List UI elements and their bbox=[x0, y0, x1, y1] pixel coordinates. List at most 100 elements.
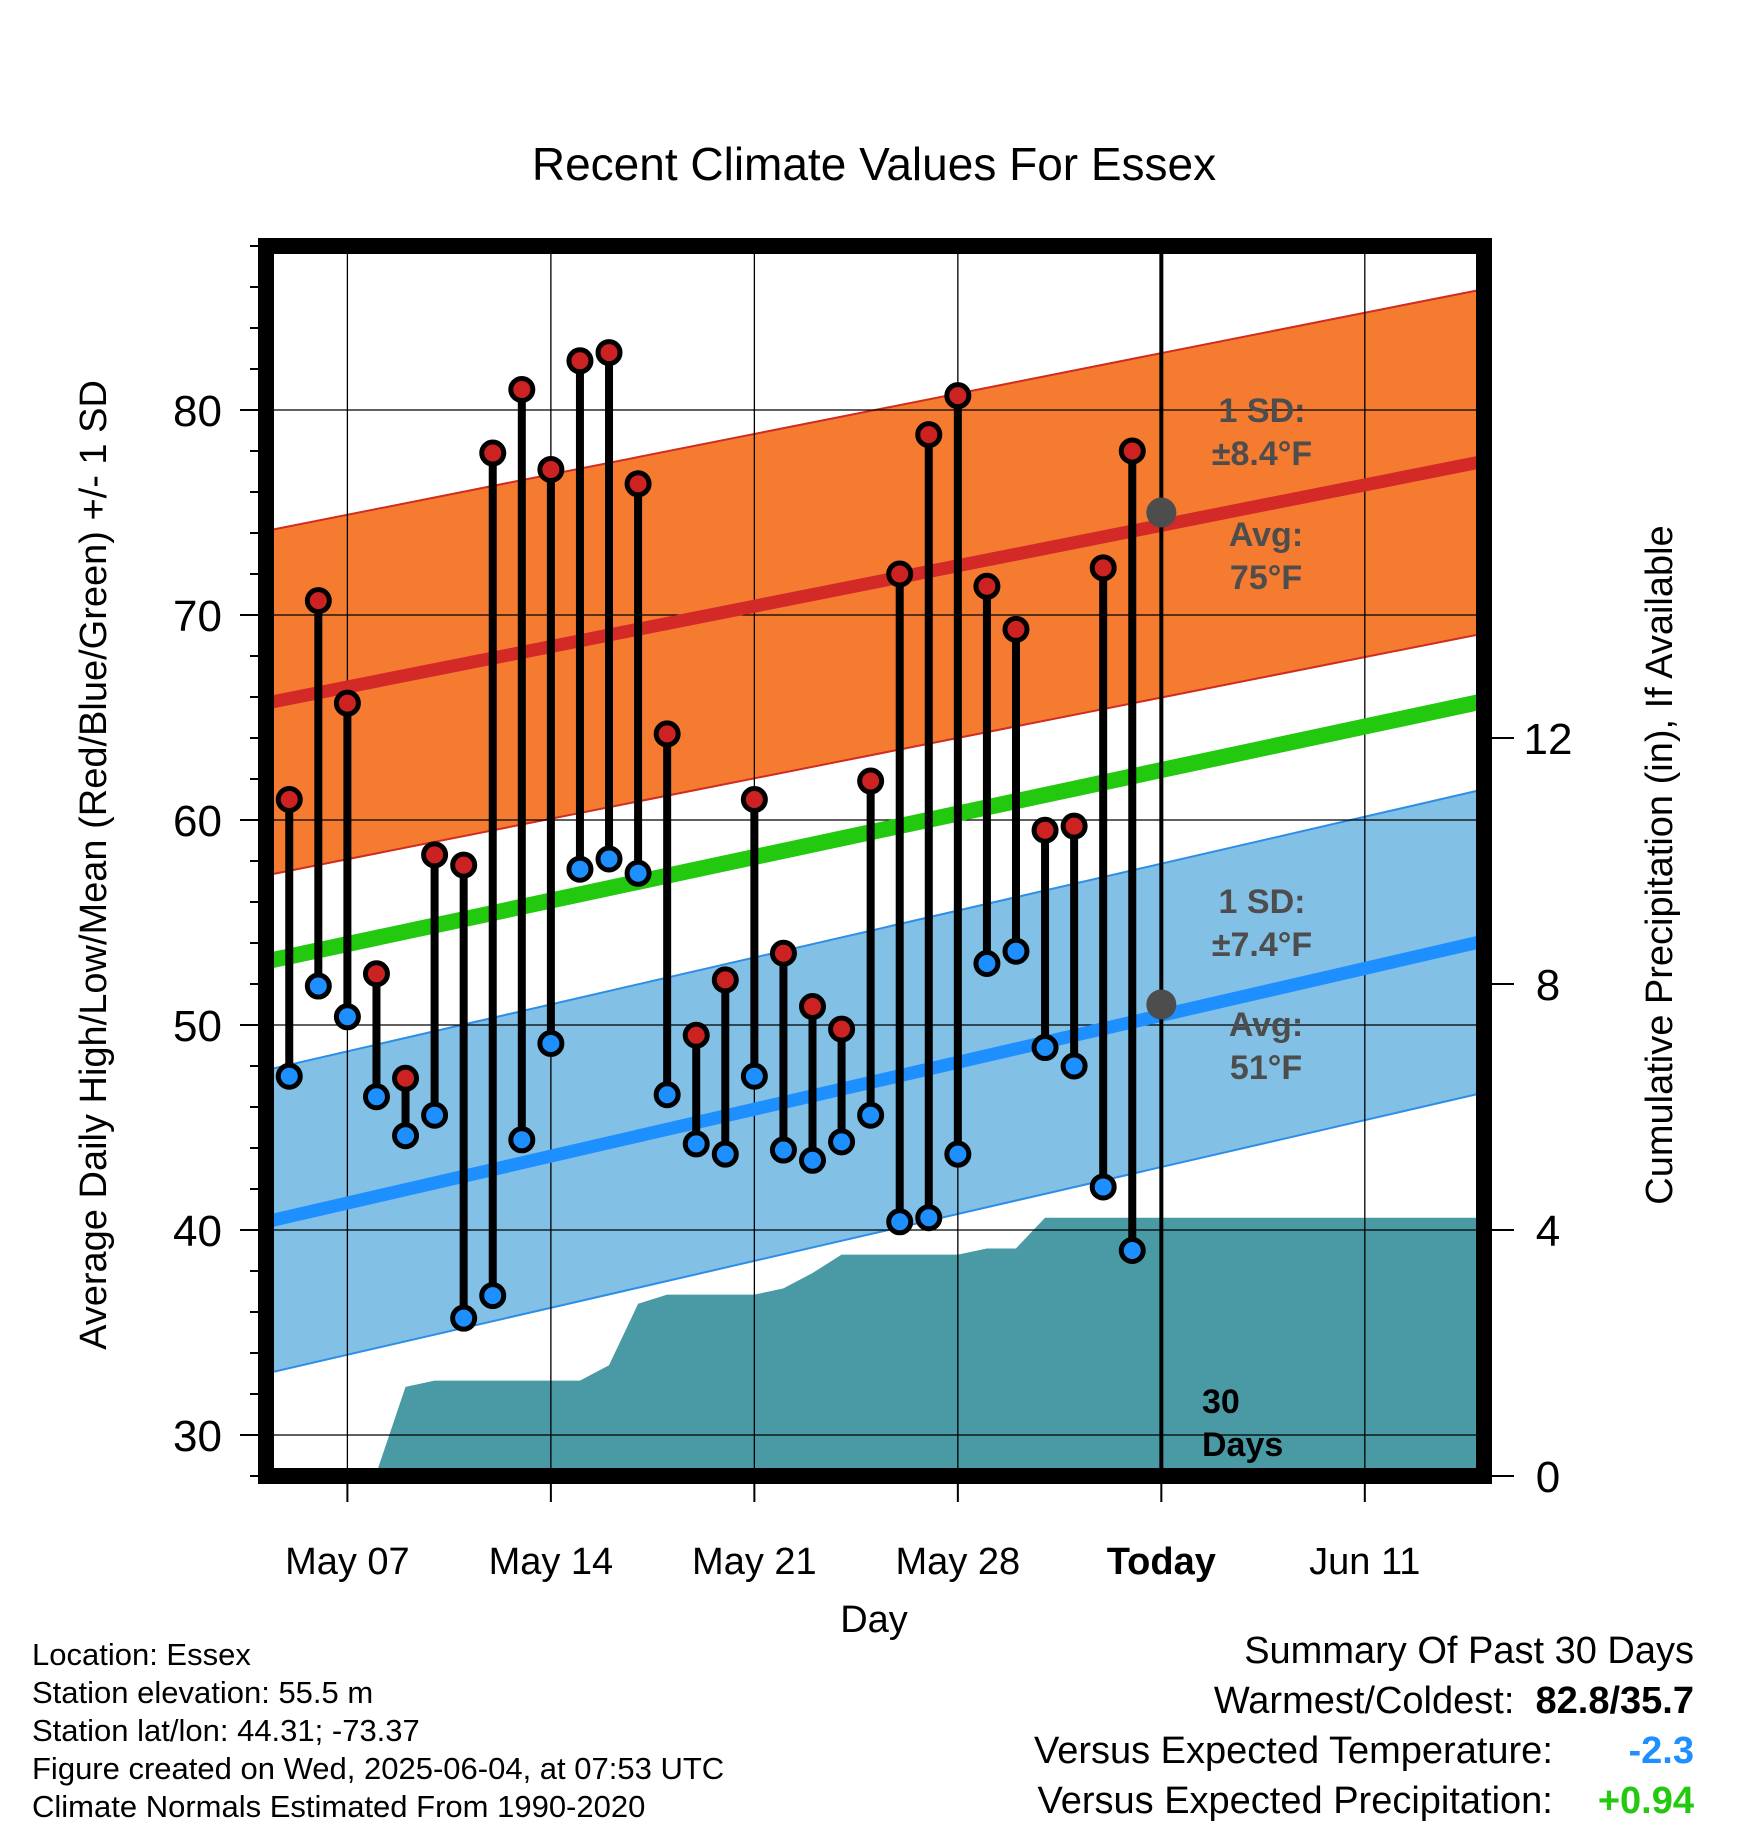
precip-value: +0.94 bbox=[1597, 1780, 1694, 1822]
mean-normal-line bbox=[266, 693, 1484, 970]
low-sd-value: ±7.4°F bbox=[1212, 926, 1312, 964]
x-tick-label: Today bbox=[1107, 1541, 1216, 1583]
high-point bbox=[595, 339, 623, 367]
low-point bbox=[333, 1003, 361, 1031]
low-point bbox=[275, 1062, 303, 1090]
y2-tick-label: 4 bbox=[1536, 1207, 1560, 1256]
plot-frame bbox=[258, 238, 1492, 1484]
high-point bbox=[421, 841, 449, 869]
low-point bbox=[769, 1136, 797, 1164]
station-info: Location: Essex Station elevation: 55.5 … bbox=[32, 1636, 724, 1826]
high-point bbox=[362, 960, 390, 988]
low-point bbox=[450, 1304, 478, 1332]
high-point bbox=[828, 1015, 856, 1043]
summary-title: Summary Of Past 30 Days bbox=[1244, 1630, 1694, 1672]
high-point bbox=[711, 966, 739, 994]
high-point bbox=[799, 993, 827, 1021]
high-point bbox=[304, 587, 332, 615]
y-tick-label: 50 bbox=[173, 1002, 222, 1051]
high-point bbox=[1031, 816, 1059, 844]
low-point bbox=[566, 855, 594, 883]
today-low-normal-marker bbox=[1146, 989, 1177, 1020]
y2-tick-label: 12 bbox=[1524, 715, 1573, 764]
created-text: Figure created on Wed, 2025-06-04, at 07… bbox=[32, 1751, 725, 1786]
y2-tick-label: 8 bbox=[1536, 961, 1560, 1010]
x-tick-label: May 07 bbox=[285, 1541, 410, 1583]
elevation-text: Station elevation: 55.5 m bbox=[32, 1675, 374, 1710]
low-point bbox=[537, 1029, 565, 1057]
low-avg-label: Avg: bbox=[1229, 1006, 1303, 1044]
low-point bbox=[392, 1122, 420, 1150]
plot-area: 1 SD: ±8.4°F Avg: 75°F 1 SD: ±7.4°F Avg: 51°F 30… bbox=[173, 238, 1573, 1583]
y2-axis-label: Cumulative Precipitation (in), If Availa… bbox=[1639, 525, 1681, 1204]
low-point bbox=[1089, 1173, 1117, 1201]
low-point bbox=[421, 1101, 449, 1129]
high-point bbox=[392, 1064, 420, 1092]
x-tick-label: May 21 bbox=[692, 1541, 817, 1583]
y-tick-label: 80 bbox=[173, 387, 222, 436]
x-tick-label: May 14 bbox=[489, 1541, 614, 1583]
low-point bbox=[595, 845, 623, 873]
high-point bbox=[886, 560, 914, 588]
high-point bbox=[740, 786, 768, 813]
high-point bbox=[769, 939, 797, 967]
high-point bbox=[566, 347, 594, 375]
today-high-normal-marker bbox=[1146, 497, 1177, 528]
chart-title: Recent Climate Values For Essex bbox=[532, 138, 1216, 190]
low-normal-line bbox=[266, 934, 1484, 1229]
temp-label: Versus Expected Temperature: bbox=[1033, 1730, 1553, 1772]
high-point bbox=[275, 786, 303, 813]
y-axis-label: Average Daily High/Low/Mean (Red/Blue/Gr… bbox=[73, 380, 115, 1350]
low-point bbox=[362, 1083, 390, 1111]
low-point bbox=[740, 1062, 768, 1090]
y2-tick-label: 0 bbox=[1536, 1453, 1560, 1502]
y-tick-label: 40 bbox=[173, 1207, 222, 1256]
high-point bbox=[1060, 812, 1088, 840]
precipitation-area bbox=[289, 1217, 1484, 1476]
low-point bbox=[1002, 937, 1030, 965]
low-point bbox=[682, 1130, 710, 1158]
location-text: Location: Essex bbox=[32, 1637, 251, 1672]
high-normal-line bbox=[266, 454, 1484, 710]
temp-value: -2.3 bbox=[1628, 1730, 1694, 1772]
high-point bbox=[1002, 615, 1030, 643]
sd-band-edge bbox=[266, 632, 1484, 877]
low-point bbox=[828, 1128, 856, 1156]
normals-text: Climate Normals Estimated From 1990-2020 bbox=[32, 1789, 646, 1824]
low-point bbox=[1031, 1034, 1059, 1062]
low-point bbox=[973, 950, 1001, 977]
high-sd-label: 1 SD: bbox=[1219, 392, 1306, 430]
low-sd-label: 1 SD: bbox=[1219, 883, 1306, 921]
high-point bbox=[857, 767, 885, 795]
y-tick-label: 30 bbox=[173, 1412, 222, 1461]
low-point bbox=[653, 1081, 681, 1109]
high-point bbox=[973, 572, 1001, 600]
low-point bbox=[886, 1208, 914, 1236]
high-avg-label: Avg: bbox=[1229, 516, 1303, 554]
low-point bbox=[1118, 1237, 1146, 1264]
low-point bbox=[944, 1140, 972, 1168]
high-point bbox=[1089, 554, 1117, 582]
high-avg-value: 75°F bbox=[1230, 559, 1302, 597]
warmest-label: Warmest/Coldest: bbox=[1213, 1680, 1515, 1722]
y-tick-label: 70 bbox=[173, 592, 222, 641]
high-point bbox=[624, 470, 652, 498]
low-point bbox=[711, 1140, 739, 1168]
summary-temp-row: Versus Expected Temperature: -2.3 bbox=[1034, 1726, 1694, 1776]
precip-label: Versus Expected Precipitation: bbox=[1037, 1780, 1553, 1822]
high-point bbox=[1118, 437, 1146, 465]
summary-warmest-row: Warmest/Coldest: 82.8/35.7 bbox=[1034, 1676, 1694, 1726]
high-point bbox=[508, 376, 536, 403]
high-point bbox=[944, 382, 972, 410]
low-point bbox=[915, 1204, 943, 1232]
period-number: 30 bbox=[1202, 1383, 1240, 1421]
high-point bbox=[450, 851, 478, 879]
summary-precip-row: Versus Expected Precipitation: +0.94 bbox=[1034, 1776, 1694, 1826]
high-point bbox=[537, 455, 565, 483]
high-sd-value: ±8.4°F bbox=[1212, 435, 1312, 473]
low-point bbox=[624, 859, 652, 887]
summary-panel: Summary Of Past 30 Days Warmest/Coldest:… bbox=[1034, 1626, 1694, 1826]
x-axis-label: Day bbox=[840, 1599, 908, 1641]
latlon-text: Station lat/lon: 44.31; -73.37 bbox=[32, 1713, 420, 1748]
